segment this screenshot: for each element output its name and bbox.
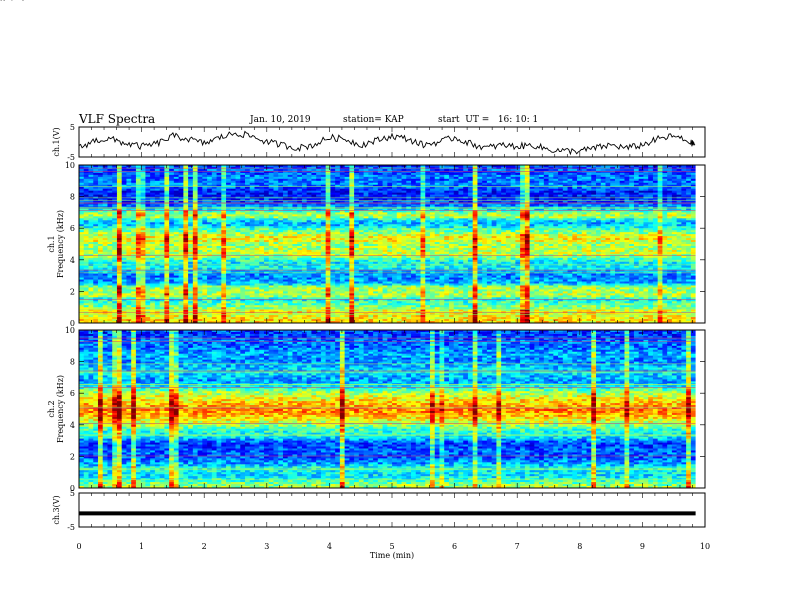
plot-canvas: -3-4-5-6-7log(PSD)(V²/Hz)-3-4-5-6-7log(P… — [0, 0, 792, 612]
vlf-spectra-figure: -3-4-5-6-7log(PSD)(V²/Hz)-3-4-5-6-7log(P… — [0, 0, 792, 612]
spectrogram-ch1 — [79, 165, 705, 323]
